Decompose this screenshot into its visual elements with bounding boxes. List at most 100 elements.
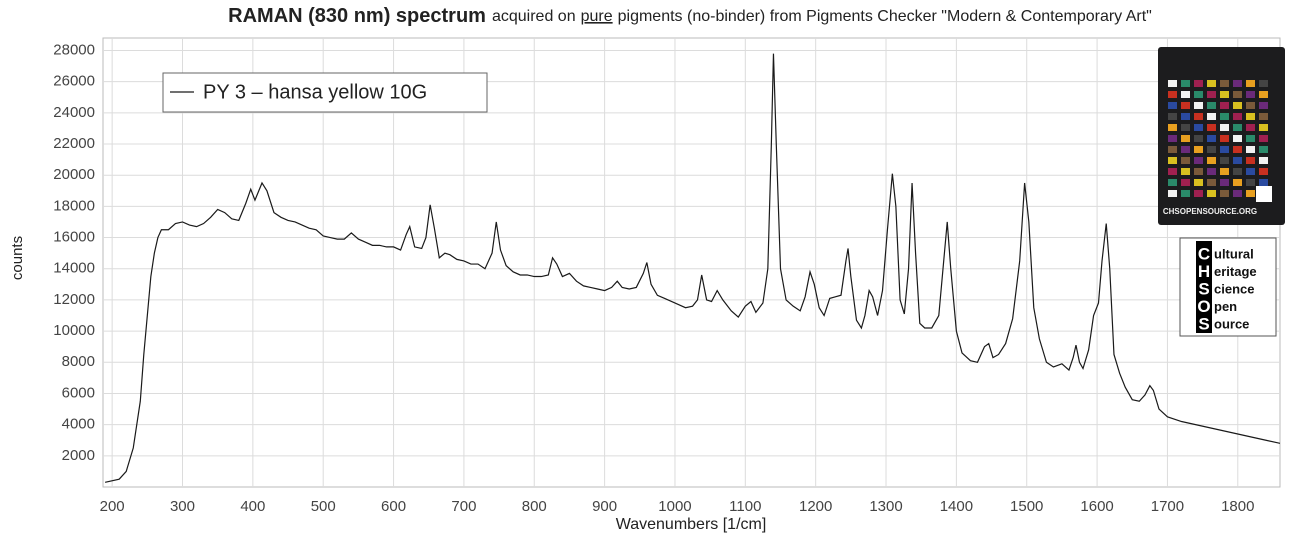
swatch bbox=[1259, 168, 1268, 175]
swatch bbox=[1194, 190, 1203, 197]
logo-word: eritage bbox=[1214, 264, 1257, 279]
swatch bbox=[1181, 157, 1190, 164]
swatch bbox=[1220, 80, 1229, 87]
logo-word: ultural bbox=[1214, 246, 1254, 261]
swatch bbox=[1246, 102, 1255, 109]
y-tick-label: 20000 bbox=[53, 166, 95, 183]
y-tick-label: 18000 bbox=[53, 197, 95, 214]
y-tick-label: 12000 bbox=[53, 291, 95, 308]
x-tick-label: 1200 bbox=[799, 498, 832, 515]
y-tick-label: 10000 bbox=[53, 322, 95, 339]
swatch bbox=[1181, 168, 1190, 175]
swatch bbox=[1259, 157, 1268, 164]
logo-initial: H bbox=[1198, 262, 1210, 281]
swatch bbox=[1233, 179, 1242, 186]
swatch bbox=[1181, 113, 1190, 120]
swatch bbox=[1233, 124, 1242, 131]
swatch bbox=[1194, 102, 1203, 109]
swatch bbox=[1194, 146, 1203, 153]
swatch bbox=[1168, 179, 1177, 186]
swatch bbox=[1194, 157, 1203, 164]
swatch bbox=[1207, 80, 1216, 87]
x-tick-label: 1800 bbox=[1221, 498, 1254, 515]
x-tick-label: 1000 bbox=[658, 498, 691, 515]
logo-initial: S bbox=[1198, 279, 1209, 298]
swatch bbox=[1246, 146, 1255, 153]
swatch bbox=[1168, 80, 1177, 87]
swatch bbox=[1233, 113, 1242, 120]
swatch bbox=[1246, 91, 1255, 98]
swatch bbox=[1220, 179, 1229, 186]
y-tick-label: 8000 bbox=[62, 353, 95, 370]
pigment-checker-image: CHSOPENSOURCE.ORG bbox=[1158, 47, 1285, 225]
swatch bbox=[1233, 146, 1242, 153]
swatch bbox=[1181, 190, 1190, 197]
y-tick-label: 4000 bbox=[62, 416, 95, 433]
swatch bbox=[1168, 91, 1177, 98]
swatch bbox=[1181, 146, 1190, 153]
swatch bbox=[1207, 91, 1216, 98]
logo-initial: S bbox=[1198, 314, 1209, 333]
x-tick-label: 800 bbox=[522, 498, 547, 515]
swatch bbox=[1246, 179, 1255, 186]
swatch bbox=[1181, 102, 1190, 109]
swatch bbox=[1207, 190, 1216, 197]
swatch bbox=[1220, 190, 1229, 197]
lines bbox=[104, 53, 1280, 483]
swatch bbox=[1194, 135, 1203, 142]
x-axis-label: Wavenumbers [1/cm] bbox=[616, 516, 767, 533]
swatch bbox=[1220, 168, 1229, 175]
swatch bbox=[1207, 124, 1216, 131]
swatch bbox=[1233, 168, 1242, 175]
legend-label: PY 3 – hansa yellow 10G bbox=[203, 81, 427, 103]
swatch bbox=[1233, 190, 1242, 197]
swatch bbox=[1246, 113, 1255, 120]
title-post: pigments (no-binder) from Pigments Check… bbox=[618, 8, 1152, 25]
swatch bbox=[1168, 113, 1177, 120]
logo-word: ource bbox=[1214, 316, 1249, 331]
qr-code bbox=[1256, 186, 1272, 202]
swatch bbox=[1220, 91, 1229, 98]
swatch bbox=[1233, 135, 1242, 142]
spectrum-line bbox=[104, 53, 1280, 483]
swatch bbox=[1246, 190, 1255, 197]
swatch bbox=[1220, 157, 1229, 164]
y-tick-label: 28000 bbox=[53, 41, 95, 58]
legend-box bbox=[162, 72, 488, 113]
logo-initial: C bbox=[1198, 244, 1210, 263]
checker-site: CHSOPENSOURCE.ORG bbox=[1163, 207, 1257, 216]
x-tick-label: 900 bbox=[592, 498, 617, 515]
y-tick-label: 14000 bbox=[53, 260, 95, 277]
swatch bbox=[1220, 146, 1229, 153]
y-tick-label: 22000 bbox=[53, 135, 95, 152]
swatch bbox=[1194, 80, 1203, 87]
swatch bbox=[1233, 91, 1242, 98]
chart-title: RAMAN (830 nm) spectrum acquired on pure pi… bbox=[228, 5, 1152, 27]
logo-word: pen bbox=[1214, 299, 1237, 314]
swatch bbox=[1246, 168, 1255, 175]
swatch bbox=[1207, 168, 1216, 175]
swatch bbox=[1181, 80, 1190, 87]
x-tick-label: 1600 bbox=[1080, 498, 1113, 515]
y-tick-label: 2000 bbox=[62, 447, 95, 464]
legend: PY 3 – hansa yellow 10G bbox=[162, 72, 488, 113]
x-tick-label: 600 bbox=[381, 498, 406, 515]
swatch bbox=[1233, 102, 1242, 109]
swatch bbox=[1259, 135, 1268, 142]
swatch bbox=[1233, 80, 1242, 87]
swatch bbox=[1194, 91, 1203, 98]
ticks: 200 300 400 500 600 700 800 900 1000 1100 1200 1300… bbox=[53, 41, 1254, 515]
x-tick-label: 300 bbox=[170, 498, 195, 515]
swatch bbox=[1259, 91, 1268, 98]
swatch bbox=[1207, 146, 1216, 153]
swatch bbox=[1220, 102, 1229, 109]
swatch bbox=[1259, 80, 1268, 87]
swatch bbox=[1181, 91, 1190, 98]
swatch bbox=[1207, 157, 1216, 164]
x-tick-label: 500 bbox=[311, 498, 336, 515]
x-tick-label: 1700 bbox=[1151, 498, 1184, 515]
swatch bbox=[1168, 190, 1177, 197]
swatch bbox=[1168, 168, 1177, 175]
